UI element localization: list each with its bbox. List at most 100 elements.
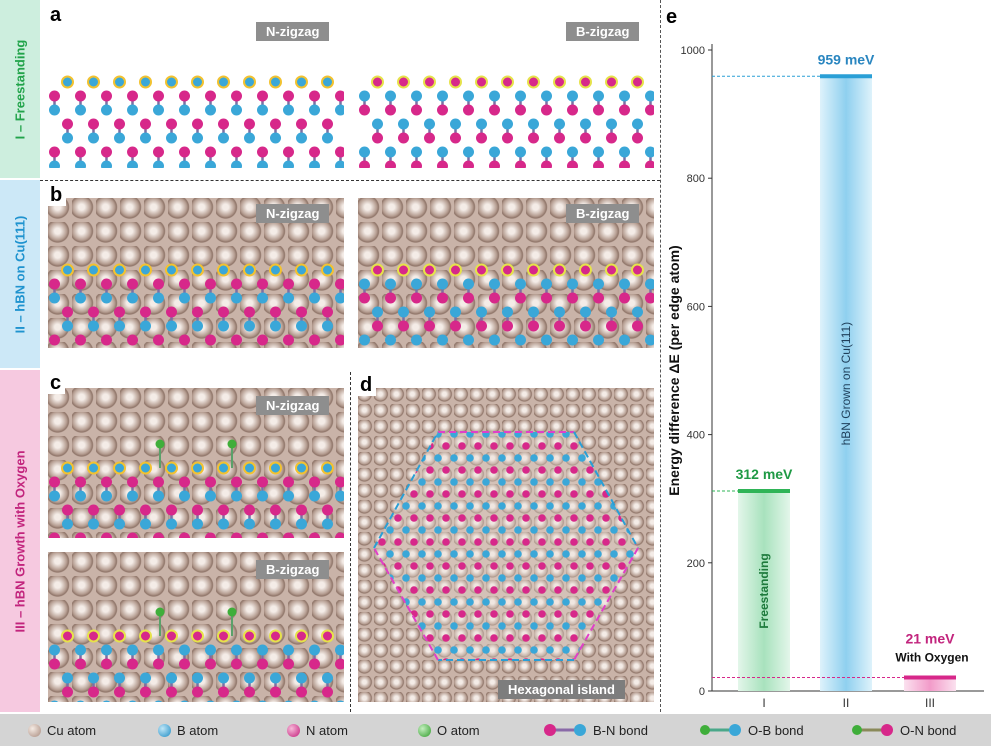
b-atom [411, 146, 422, 158]
b-atom [482, 454, 490, 462]
n-atom [618, 586, 626, 594]
b-atom [546, 646, 554, 654]
n-atom [101, 334, 112, 346]
b-atom [50, 700, 59, 702]
n-atom [179, 532, 190, 538]
n-atom [586, 538, 594, 546]
b-atom [626, 454, 634, 462]
n-atom [378, 466, 386, 474]
b-atom [642, 430, 650, 438]
tag-n-zigzag: N-zigzag [256, 22, 330, 41]
n-atom [231, 334, 242, 346]
b-atom [283, 104, 294, 116]
b-atom [335, 160, 344, 168]
n-atom [538, 490, 546, 498]
n-atom [426, 514, 434, 522]
n-atom [634, 466, 638, 474]
n-atom [165, 629, 178, 643]
b-atom [87, 461, 100, 475]
n-atom [618, 634, 626, 642]
n-atom [411, 104, 422, 116]
b-atom [562, 598, 570, 606]
n-atom [458, 538, 466, 546]
b-atom [321, 263, 334, 277]
b-atom [386, 550, 394, 558]
b-atom [642, 550, 650, 558]
n-atom [75, 532, 86, 538]
b-atom [358, 430, 362, 438]
b-atom [594, 502, 602, 510]
n-atom [378, 610, 386, 618]
b-atom [437, 90, 448, 102]
bond-group [363, 284, 652, 326]
n-atom [463, 104, 474, 116]
n-atom [423, 75, 436, 89]
b-atom [610, 478, 618, 486]
b-atom [610, 432, 618, 438]
panel-letter-a: a [46, 4, 66, 26]
n-atom [490, 514, 498, 522]
n-atom [101, 532, 112, 538]
b-atom [418, 502, 426, 510]
b-atom [269, 263, 282, 277]
b-atom [463, 90, 474, 102]
atom-group [49, 263, 344, 346]
n-atom [424, 132, 435, 144]
b-atom [418, 574, 426, 582]
b-atom [165, 263, 178, 277]
b-atom [498, 574, 506, 582]
n-atom [567, 104, 578, 116]
n-atom [554, 538, 562, 546]
n-atom [602, 658, 610, 660]
b-atom [580, 118, 591, 130]
n-atom [634, 610, 638, 618]
b-atom [593, 90, 604, 102]
b-atom [127, 292, 138, 304]
b-atom [62, 672, 73, 684]
n-atom [62, 686, 73, 698]
n-atom [140, 686, 151, 698]
b-atom [335, 644, 344, 656]
n-atom [362, 442, 370, 450]
n-atom [270, 686, 281, 698]
n-atom [166, 686, 177, 698]
b-atom [411, 278, 422, 290]
b-atom [482, 478, 490, 486]
n-atom [257, 146, 268, 158]
atom-group [49, 439, 344, 538]
n-atom [127, 278, 138, 290]
n-atom [192, 504, 203, 516]
b-atom [437, 146, 448, 158]
n-atom [442, 442, 450, 450]
n-atom [61, 629, 74, 643]
b-atom [642, 502, 650, 510]
b-atom [567, 278, 578, 290]
n-atom [179, 476, 190, 488]
n-atom [474, 610, 482, 618]
n-atom [586, 562, 594, 570]
n-atom [424, 320, 435, 332]
b-atom [88, 132, 99, 144]
b-atom [232, 700, 241, 702]
b-atom [269, 75, 282, 89]
n-atom [449, 75, 462, 89]
b-atom [191, 461, 204, 475]
n-atom [570, 442, 578, 450]
b-atom [359, 90, 370, 102]
n-atom [153, 532, 164, 538]
b-atom [153, 490, 164, 502]
n-atom [442, 634, 450, 642]
n-atom [634, 586, 638, 594]
n-atom [490, 490, 498, 498]
n-atom [554, 442, 562, 450]
b-atom [514, 622, 522, 630]
b-atom [205, 490, 216, 502]
b-atom [87, 263, 100, 277]
b-atom [372, 306, 383, 318]
legend-b-atom: B atom [158, 723, 218, 738]
legend-label: O-N bond [900, 722, 957, 738]
b-atom [128, 700, 137, 702]
n-atom [244, 686, 255, 698]
n-atom [362, 562, 370, 570]
b-atom [610, 598, 618, 606]
